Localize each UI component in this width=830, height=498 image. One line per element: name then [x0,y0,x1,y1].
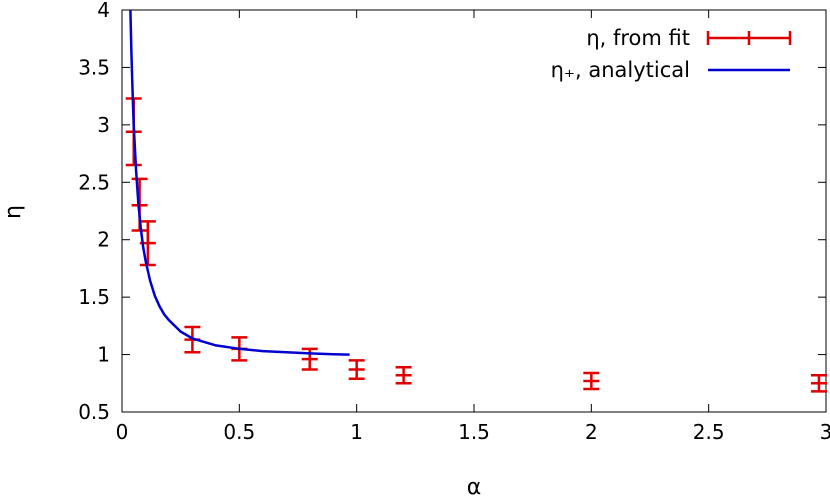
legend: η, from fit η₊, analytical [551,26,792,82]
legend-entry: η, from fit [586,26,792,50]
analytical-curve [129,10,350,356]
y-tick-label: 1 [97,343,110,367]
y-tick-label: 0.5 [78,400,110,424]
y-tick-label: 1.5 [78,285,110,309]
x-tick-label: 3 [820,420,830,444]
errorbar-point [810,373,827,393]
y-tick-label: 3 [97,113,110,137]
x-tick-label: 0.5 [223,420,255,444]
legend-label: η₊, analytical [551,58,690,82]
y-tick-label: 2.5 [78,170,110,194]
y-tick-label: 2 [97,228,110,252]
ticks: 0 0.5 1 1.5 2 2.5 30.511.522.533.54 [78,0,830,444]
x-tick-label: 2.5 [693,420,725,444]
legend-entry: η₊, analytical [551,58,790,82]
series [125,10,827,393]
x-tick-label: 1 [350,420,363,444]
legend-label: η, from fit [586,26,690,50]
x-axis-label: α [467,475,482,498]
errorbar-point [395,365,412,385]
x-tick-label: 0 [116,420,129,444]
y-axis-label: η [1,205,26,219]
x-tick-label: 2 [585,420,598,444]
x-tick-label: 1.5 [458,420,490,444]
errorbar-point [583,371,600,391]
y-tick-label: 3.5 [78,55,110,79]
y-tick-label: 4 [97,0,110,22]
errorbar-point [348,359,365,380]
